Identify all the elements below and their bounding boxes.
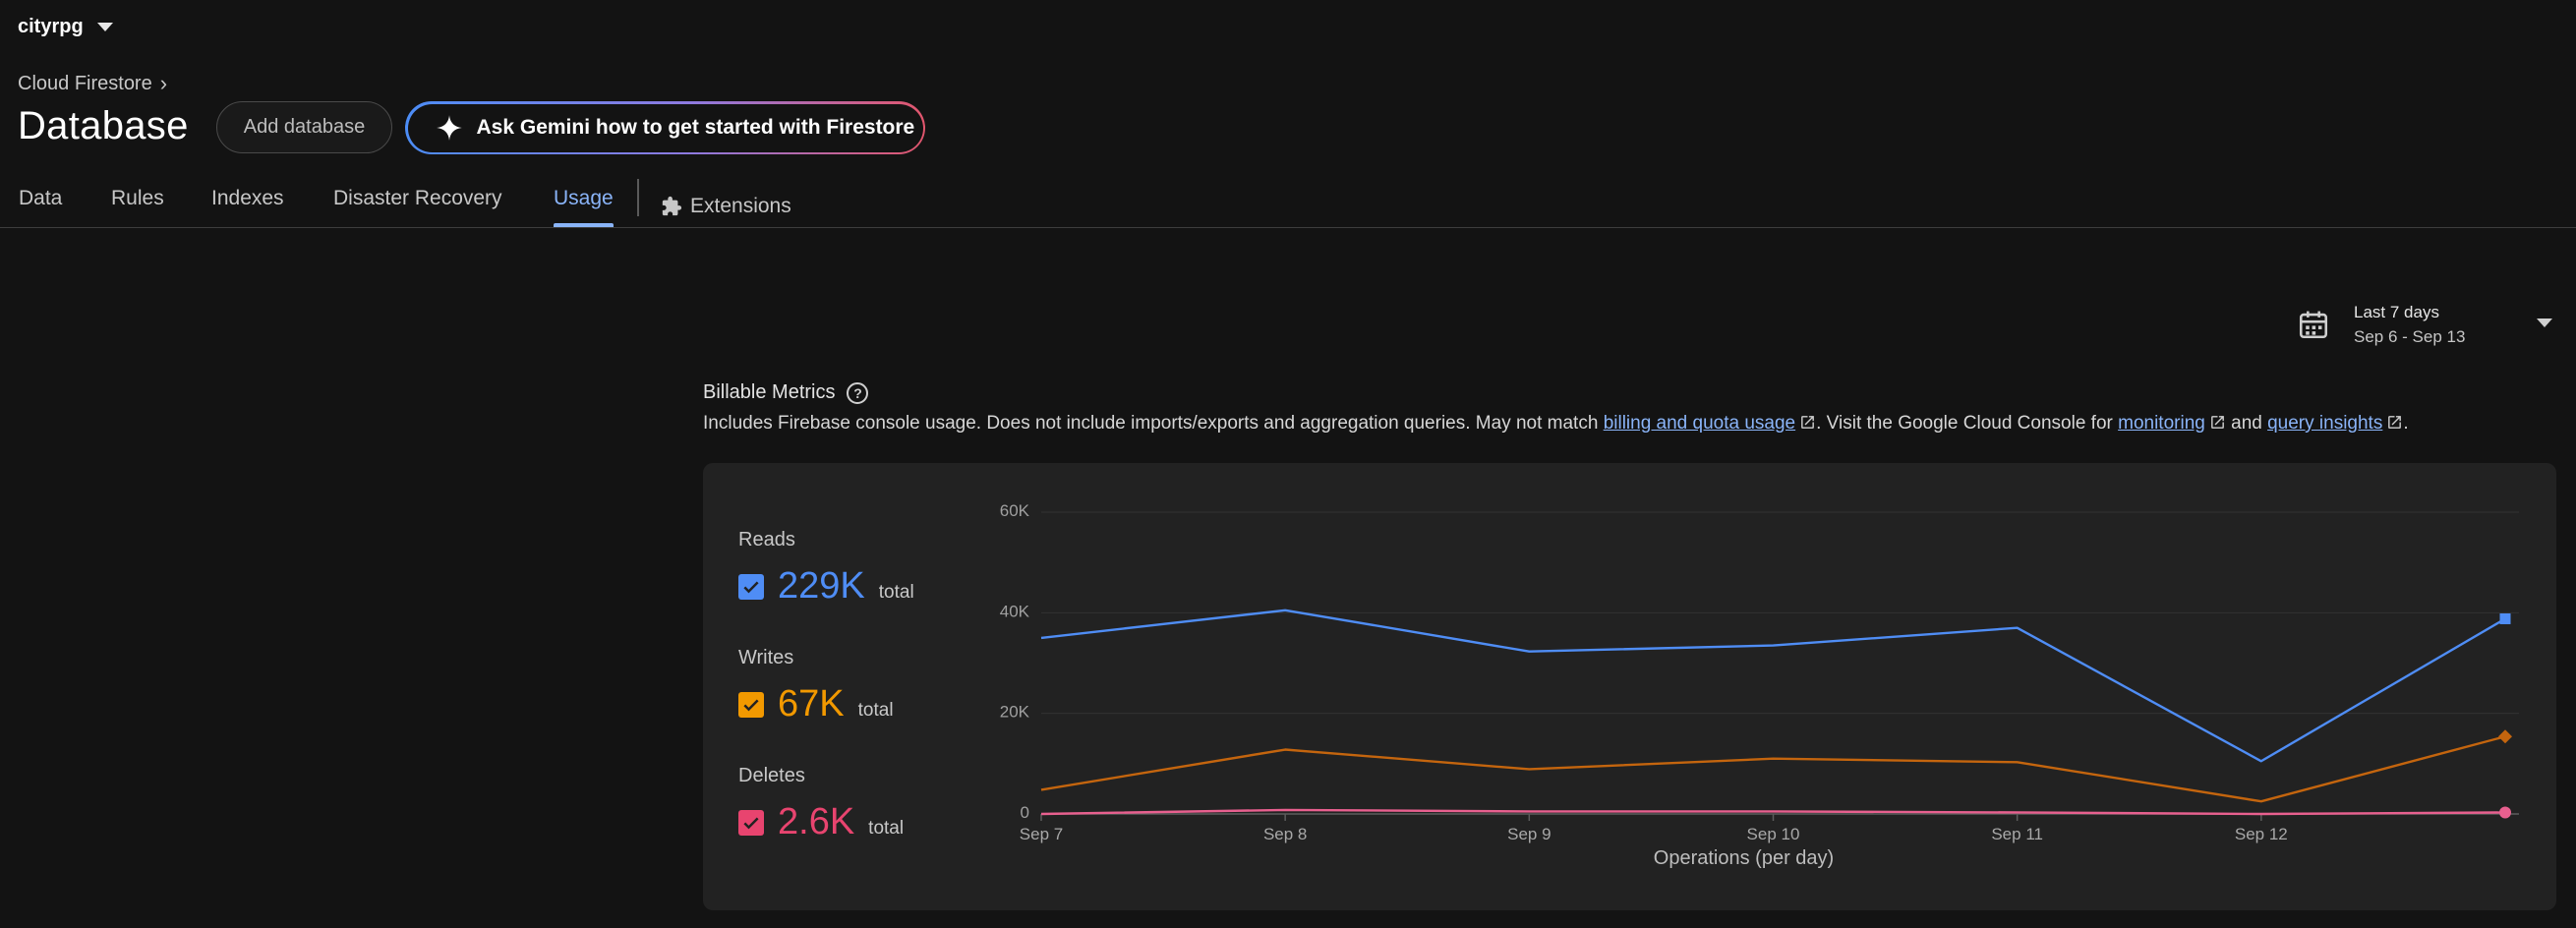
project-selector[interactable]: cityrpg — [18, 16, 113, 38]
billing-quota-link[interactable]: billing and quota usage — [1603, 413, 1796, 434]
caret-down-icon — [96, 23, 113, 31]
desc-text-1: Includes Firebase console usage. Does no… — [703, 413, 1604, 434]
usage-chart-card: Reads 229K total Writes 67K total Delete… — [703, 463, 2556, 910]
metric-writes: Writes 67K total — [738, 647, 894, 725]
y-tick-label: 0 — [1021, 803, 1029, 822]
desc-text-2: . Visit the Google Cloud Console for — [1816, 413, 2119, 434]
desc-text-3: and — [2225, 413, 2268, 434]
check-icon — [743, 699, 759, 711]
metric-deletes: Deletes 2.6K total — [738, 765, 904, 843]
chevron-right-icon: › — [159, 71, 168, 95]
tab-divider — [637, 179, 639, 216]
check-icon — [743, 581, 759, 593]
sparkle-icon — [436, 115, 462, 141]
billable-metrics-heading: Billable Metrics — [703, 381, 836, 403]
x-tick-label: Sep 7 — [1020, 825, 1063, 843]
open-in-new-icon — [1801, 416, 1814, 429]
operations-line-chart: 0 20K 40K 60K Sep 7 Sep 8 Sep 9 Sep 10 Sep 11 Sep… — [1000, 501, 2519, 869]
series-marker-deletes — [2499, 806, 2511, 819]
desc-text-4: . — [2403, 413, 2409, 434]
metric-deletes-label: Deletes — [738, 765, 805, 786]
open-in-new-icon — [2388, 416, 2402, 429]
y-tick-label: 40K — [1000, 602, 1030, 620]
reads-checkbox[interactable] — [738, 573, 764, 600]
calendar-icon — [2299, 311, 2328, 339]
metric-deletes-suffix: total — [868, 818, 905, 839]
series-marker-writes — [2498, 729, 2512, 744]
tab-disaster-recovery[interactable]: Disaster Recovery — [333, 187, 502, 209]
date-range-dates: Sep 6 - Sep 13 — [2354, 326, 2466, 346]
tab-data[interactable]: Data — [19, 187, 63, 209]
gemini-button[interactable]: Ask Gemini how to get started with Fires… — [405, 101, 925, 154]
deletes-checkbox[interactable] — [738, 809, 764, 836]
tab-indexes[interactable]: Indexes — [211, 187, 284, 209]
metric-writes-label: Writes — [738, 647, 794, 668]
tab-rules[interactable]: Rules — [111, 187, 164, 209]
query-insights-link[interactable]: query insights — [2267, 413, 2383, 434]
help-icon[interactable]: ? — [847, 381, 869, 404]
x-tick-label: Sep 9 — [1507, 825, 1551, 843]
metric-reads-value: 229K — [778, 565, 865, 607]
metric-deletes-value: 2.6K — [778, 801, 855, 842]
series-line-writes — [1040, 735, 2506, 803]
metric-writes-suffix: total — [857, 700, 894, 721]
metric-reads-label: Reads — [738, 529, 795, 551]
x-tick-label: Sep 8 — [1263, 825, 1307, 843]
page-title: Database — [18, 104, 189, 147]
series-line-deletes — [1040, 808, 2506, 816]
billable-metrics-description: Includes Firebase console usage. Does no… — [703, 413, 2409, 435]
tab-extensions-label: Extensions — [690, 195, 791, 217]
x-tick-label: Sep 10 — [1747, 825, 1800, 843]
date-range-selector[interactable]: Last 7 days Sep 6 - Sep 13 — [2297, 295, 2552, 354]
tab-bar: Data Rules Indexes Disaster Recovery Usa… — [0, 179, 2576, 228]
date-range-label: Last 7 days — [2354, 302, 2439, 321]
project-name: cityrpg — [18, 16, 84, 37]
billable-metrics-title: Billable Metrics ? — [703, 381, 869, 404]
caret-down-icon — [2537, 319, 2552, 327]
add-database-button[interactable]: Add database — [216, 101, 392, 153]
check-icon — [743, 817, 759, 829]
breadcrumb: Cloud Firestore › — [18, 71, 167, 96]
gemini-button-label: Ask Gemini how to get started with Fires… — [476, 116, 915, 139]
x-tick-label: Sep 12 — [2235, 825, 2288, 843]
writes-checkbox[interactable] — [738, 691, 764, 718]
open-in-new-icon — [2210, 416, 2224, 429]
tab-usage[interactable]: Usage — [554, 187, 614, 227]
metric-reads-suffix: total — [878, 582, 914, 603]
series-line-reads — [1040, 609, 2506, 763]
monitoring-link[interactable]: monitoring — [2118, 413, 2205, 434]
breadcrumb-parent[interactable]: Cloud Firestore — [18, 72, 152, 94]
puzzle-icon — [662, 196, 682, 216]
metric-writes-value: 67K — [778, 683, 845, 725]
series-marker-reads — [2499, 612, 2511, 624]
metric-reads: Reads 229K total — [738, 529, 914, 608]
tab-extensions[interactable]: Extensions — [661, 187, 791, 226]
x-tick-label: Sep 11 — [1991, 825, 2043, 843]
x-axis-label: Operations (per day) — [1654, 847, 1834, 869]
y-tick-label: 60K — [1000, 501, 1030, 520]
y-tick-label: 20K — [1000, 703, 1030, 722]
